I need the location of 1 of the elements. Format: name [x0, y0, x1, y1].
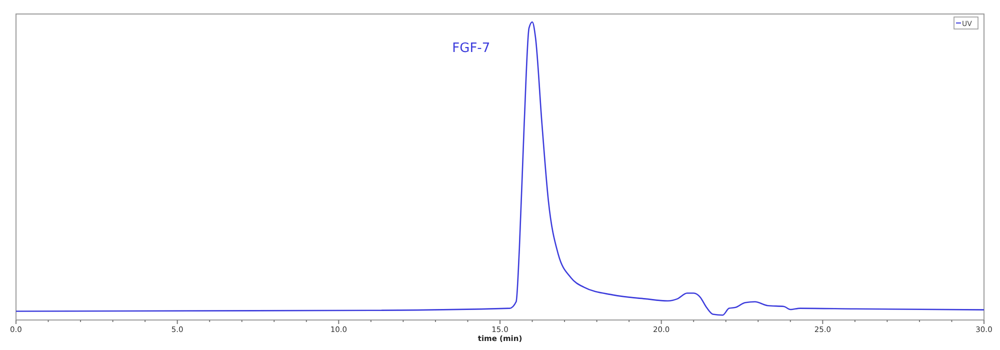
annotation: FGF-7	[452, 41, 490, 56]
